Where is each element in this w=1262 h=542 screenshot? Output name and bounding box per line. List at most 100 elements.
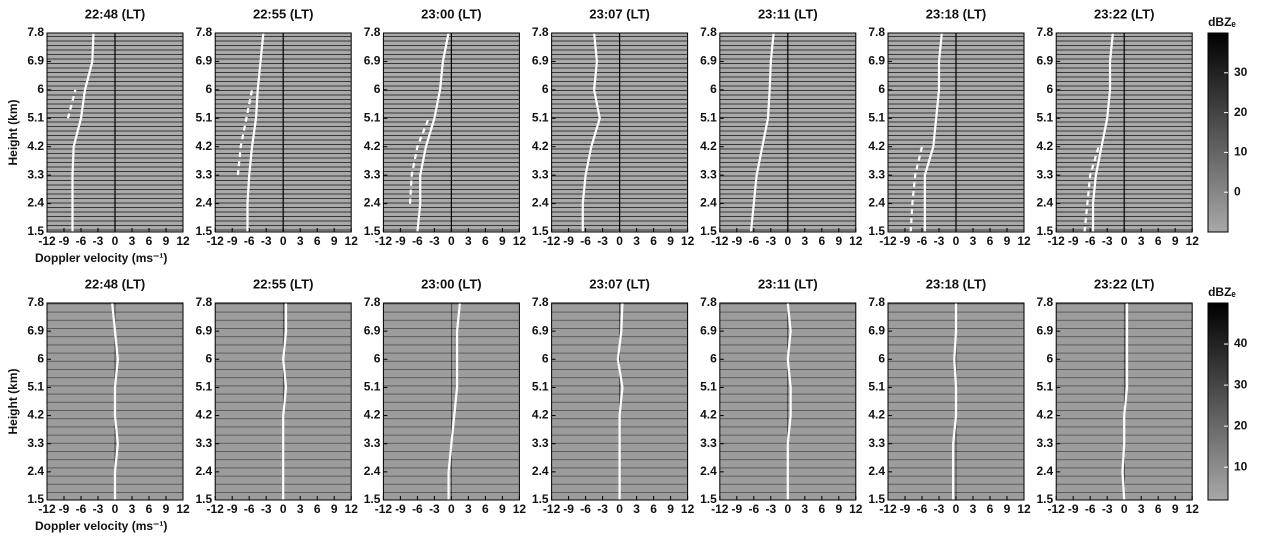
- y-tick-label: 4.2: [700, 408, 717, 422]
- y-axis-label: Height (km): [6, 99, 20, 165]
- x-tick-label: -6: [917, 234, 928, 248]
- y-tick-label: 3.3: [196, 436, 213, 450]
- x-tick-label: -12: [375, 234, 393, 248]
- y-tick-label: 5.1: [364, 380, 381, 394]
- x-tick-label: -6: [580, 502, 591, 516]
- y-tick-label: 4.2: [532, 139, 549, 153]
- x-tick-label: 6: [987, 502, 994, 516]
- y-tick-label: 6: [37, 351, 44, 365]
- x-tick-label: 9: [1172, 502, 1179, 516]
- x-tick-label: 6: [146, 502, 153, 516]
- panel-title: 23:00 (LT): [421, 6, 481, 21]
- x-tick-label: -6: [1085, 234, 1096, 248]
- x-tick-label: 12: [681, 234, 695, 248]
- panel-title: 23:11 (LT): [758, 6, 818, 21]
- x-tick-label: 9: [163, 502, 170, 516]
- x-tick-label: 0: [784, 502, 791, 516]
- y-tick-label: 3.3: [27, 436, 44, 450]
- y-tick-label: 4.2: [868, 139, 885, 153]
- colorbar-tick-label: 10: [1234, 145, 1248, 159]
- y-tick-label: 6.9: [1037, 323, 1054, 337]
- y-tick-label: 2.4: [364, 196, 381, 210]
- y-tick-label: 4.2: [364, 139, 381, 153]
- x-tick-label: 0: [1121, 502, 1128, 516]
- x-tick-label: 0: [784, 234, 791, 248]
- x-tick-label: 6: [650, 234, 657, 248]
- x-tick-label: -3: [429, 502, 440, 516]
- x-tick-label: -9: [227, 502, 238, 516]
- x-tick-label: 0: [448, 234, 455, 248]
- x-tick-label: 9: [835, 502, 842, 516]
- colorbar-label: dBZₑ: [1208, 15, 1236, 29]
- dashed-line: [236, 89, 254, 176]
- plot-frame: [214, 32, 352, 233]
- y-tick-label: 1.5: [27, 224, 44, 238]
- x-tick-label: 6: [987, 234, 994, 248]
- plot-frame: [1055, 32, 1193, 233]
- x-tick-label: -6: [1085, 502, 1096, 516]
- y-tick-label: 5.1: [700, 380, 717, 394]
- x-tick-label: -6: [76, 502, 87, 516]
- y-tick-label: 7.8: [868, 295, 885, 309]
- x-tick-label: 0: [1121, 234, 1128, 248]
- x-tick-label: 3: [1138, 234, 1145, 248]
- x-tick-label: 12: [1186, 502, 1200, 516]
- y-tick-label: 7.8: [364, 295, 381, 309]
- y-tick-label: 6: [374, 351, 381, 365]
- x-tick-label: -9: [1068, 234, 1079, 248]
- y-tick-label: 1.5: [868, 224, 885, 238]
- y-tick-label: 7.8: [532, 25, 549, 39]
- y-tick-label: 5.1: [196, 380, 213, 394]
- mean-velocity-line: [1091, 32, 1114, 232]
- y-tick-label: 1.5: [868, 492, 885, 506]
- y-tick-label: 7.8: [27, 25, 44, 39]
- x-tick-label: -6: [244, 234, 255, 248]
- mean-velocity-line: [282, 303, 288, 500]
- mean-velocity-line: [71, 32, 95, 232]
- y-tick-label: 2.4: [27, 196, 44, 210]
- y-tick-label: 6.9: [700, 323, 717, 337]
- x-tick-label: -12: [375, 502, 393, 516]
- x-tick-label: 6: [1155, 502, 1162, 516]
- x-tick-label: 9: [1004, 234, 1011, 248]
- x-tick-label: -3: [429, 234, 440, 248]
- x-tick-label: 12: [176, 234, 190, 248]
- mean-velocity-line: [111, 302, 119, 500]
- plot-frame: [46, 32, 184, 233]
- y-tick-label: 2.4: [1037, 196, 1054, 210]
- x-tick-label: -9: [227, 234, 238, 248]
- y-tick-label: 5.1: [868, 110, 885, 124]
- x-tick-label: -3: [765, 502, 776, 516]
- x-tick-label: 0: [953, 502, 960, 516]
- x-tick-label: 9: [667, 502, 674, 516]
- x-tick-label: -9: [563, 502, 574, 516]
- x-tick-label: 9: [331, 502, 338, 516]
- x-tick-label: 9: [163, 234, 170, 248]
- y-tick-label: 3.3: [27, 167, 44, 181]
- x-tick-label: -9: [731, 234, 742, 248]
- y-tick-label: 2.4: [532, 196, 549, 210]
- x-tick-label: -12: [207, 502, 225, 516]
- y-tick-label: 1.5: [532, 224, 549, 238]
- x-tick-label: -3: [934, 234, 945, 248]
- colorbar-label: dBZₑ: [1208, 285, 1236, 299]
- y-tick-label: 1.5: [27, 492, 44, 506]
- y-tick-label: 5.1: [1037, 380, 1054, 394]
- x-tick-label: 6: [146, 234, 153, 248]
- y-tick-label: 3.3: [196, 167, 213, 181]
- y-tick-label: 6.9: [196, 54, 213, 68]
- x-tick-label: 12: [1017, 234, 1031, 248]
- x-tick-label: 12: [681, 502, 695, 516]
- y-tick-label: 4.2: [868, 408, 885, 422]
- x-tick-label: 6: [818, 502, 825, 516]
- y-tick-label: 5.1: [27, 110, 44, 124]
- y-tick-label: 2.4: [27, 464, 44, 478]
- x-axis-label: Doppler velocity (ms⁻¹): [35, 251, 167, 265]
- y-tick-label: 6: [206, 351, 213, 365]
- x-tick-label: -9: [563, 234, 574, 248]
- colorbar-tick-label: 20: [1234, 418, 1248, 432]
- y-tick-label: 6: [710, 82, 717, 96]
- y-tick-label: 7.8: [196, 25, 213, 39]
- panel-title: 22:55 (LT): [253, 276, 313, 291]
